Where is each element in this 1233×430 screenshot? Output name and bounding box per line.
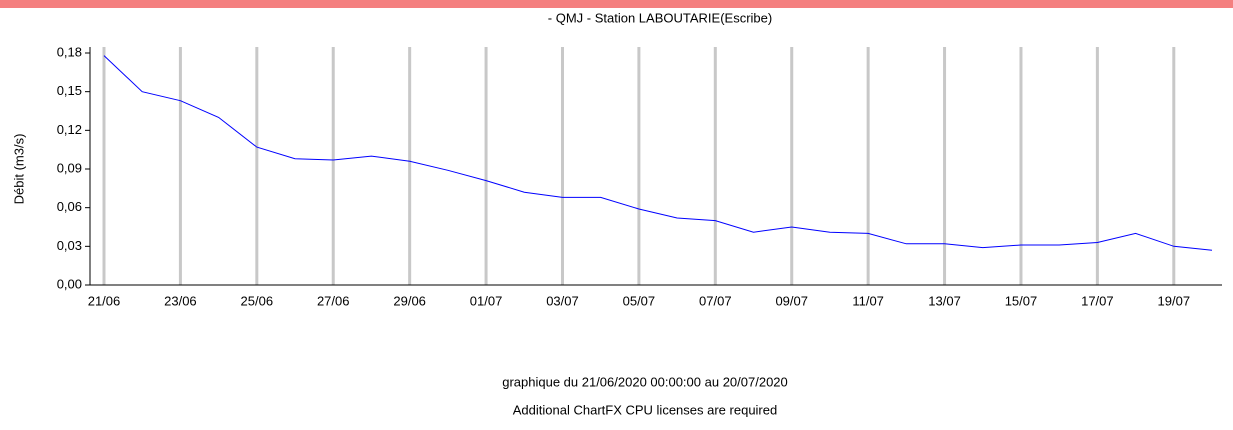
y-tick-label: 0,18 [57, 44, 82, 59]
x-tick-label: 25/06 [241, 293, 274, 308]
x-tick-label: 15/07 [1005, 293, 1038, 308]
x-tick-label: 05/07 [623, 293, 656, 308]
top-bar [0, 0, 1233, 8]
y-tick-label: 0,09 [57, 160, 82, 175]
y-tick-label: 0,03 [57, 238, 82, 253]
y-tick-label: 0,15 [57, 83, 82, 98]
x-tick-label: 21/06 [88, 293, 121, 308]
y-axis-label: Débit (m3/s) [11, 134, 26, 205]
y-tick-label: 0,06 [57, 199, 82, 214]
x-tick-label: 23/06 [164, 293, 197, 308]
x-tick-label: 27/06 [317, 293, 350, 308]
x-tick-label: 09/07 [775, 293, 808, 308]
chart-title: - QMJ - Station LABOUTARIE(Escribe) [548, 10, 772, 25]
x-tick-label: 03/07 [546, 293, 579, 308]
x-tick-label: 29/06 [393, 293, 426, 308]
note: Additional ChartFX CPU licenses are requ… [513, 402, 777, 417]
y-tick-label: 0,12 [57, 122, 82, 137]
x-tick-label: 17/07 [1081, 293, 1114, 308]
y-tick-label: 0,00 [57, 276, 82, 291]
x-tick-label: 11/07 [852, 293, 884, 308]
x-tick-label: 01/07 [470, 293, 503, 308]
data-line [103, 55, 1213, 251]
x-tick-label: 19/07 [1158, 293, 1191, 308]
subtitle: graphique du 21/06/2020 00:00:00 au 20/0… [502, 374, 788, 389]
x-tick-label: 07/07 [699, 293, 732, 308]
x-tick-label: 13/07 [928, 293, 961, 308]
